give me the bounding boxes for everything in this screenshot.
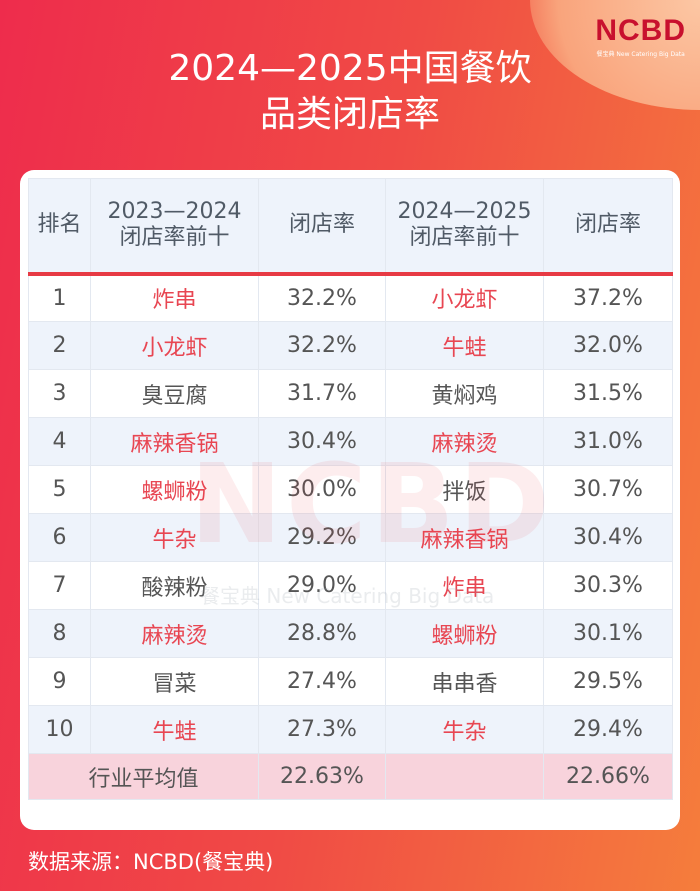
- table-row: 4 麻辣香锅 30.4% 麻辣烫 31.0%: [28, 417, 673, 466]
- rate-2024-cell: 30.4%: [258, 417, 386, 466]
- rate-2024-cell: 30.0%: [258, 465, 386, 514]
- rate-2024-cell: 27.4%: [258, 657, 386, 706]
- ncbd-logo: NCBD 餐宝典 New Catering Big Data: [595, 14, 686, 58]
- category-2025-cell: 螺蛳粉: [385, 609, 544, 658]
- header-2023-2024-top10: 2023—2024 闭店率前十: [90, 178, 259, 274]
- rate-2025-cell: 30.1%: [543, 609, 673, 658]
- category-2024-cell: 麻辣烫: [90, 609, 259, 658]
- table-row: 5 螺蛳粉 30.0% 拌饭 30.7%: [28, 465, 673, 514]
- rate-2024-cell: 31.7%: [258, 369, 386, 418]
- rate-2024-cell: 32.2%: [258, 273, 386, 322]
- header-rank: 排名: [28, 178, 91, 274]
- category-2025-cell: 麻辣香锅: [385, 513, 544, 562]
- rank-cell: 7: [28, 561, 91, 610]
- category-2024-cell: 牛杂: [90, 513, 259, 562]
- rate-2025-cell: 29.4%: [543, 705, 673, 754]
- rate-2025-cell: 30.3%: [543, 561, 673, 610]
- header-2024-2025-line2: 闭店率前十: [409, 225, 520, 251]
- category-2024-cell: 螺蛳粉: [90, 465, 259, 514]
- header-rate-2024: 闭店率: [258, 178, 386, 274]
- rank-cell: 4: [28, 417, 91, 466]
- page-title: 2024—2025中国餐饮 品类闭店率: [0, 46, 700, 138]
- category-2024-cell: 炸串: [90, 273, 259, 322]
- rate-2025-cell: 30.4%: [543, 513, 673, 562]
- rate-2025-cell: 30.7%: [543, 465, 673, 514]
- rank-cell: 6: [28, 513, 91, 562]
- category-2025-cell: 拌饭: [385, 465, 544, 514]
- header-2023-2024-line1: 2023—2024: [107, 199, 242, 225]
- table-row: 6 牛杂 29.2% 麻辣香锅 30.4%: [28, 513, 673, 562]
- average-empty: [385, 753, 544, 800]
- table-row: 7 酸辣粉 29.0% 炸串 30.3%: [28, 561, 673, 610]
- table-row: 1 炸串 32.2% 小龙虾 37.2%: [28, 273, 673, 322]
- table-row: 2 小龙虾 32.2% 牛蛙 32.0%: [28, 321, 673, 370]
- category-2025-cell: 串串香: [385, 657, 544, 706]
- category-2025-cell: 麻辣烫: [385, 417, 544, 466]
- average-2025: 22.66%: [543, 753, 673, 800]
- category-2024-cell: 牛蛙: [90, 705, 259, 754]
- average-label: 行业平均值: [28, 753, 259, 800]
- category-2025-cell: 黄焖鸡: [385, 369, 544, 418]
- table-row: 10 牛蛙 27.3% 牛杂 29.4%: [28, 705, 673, 754]
- rank-cell: 9: [28, 657, 91, 706]
- rate-2025-cell: 31.5%: [543, 369, 673, 418]
- table-row: 3 臭豆腐 31.7% 黄焖鸡 31.5%: [28, 369, 673, 418]
- table-header-row: 排名 2023—2024 闭店率前十 闭店率 2024—2025 闭店率前十 闭店率: [28, 178, 673, 274]
- category-2024-cell: 酸辣粉: [90, 561, 259, 610]
- logo-text: NCBD: [595, 14, 686, 47]
- header-2024-2025-line1: 2024—2025: [397, 199, 532, 225]
- category-2025-cell: 牛杂: [385, 705, 544, 754]
- rank-cell: 3: [28, 369, 91, 418]
- table-row: 8 麻辣烫 28.8% 螺蛳粉 30.1%: [28, 609, 673, 658]
- rate-2024-cell: 29.2%: [258, 513, 386, 562]
- rank-cell: 5: [28, 465, 91, 514]
- header-2024-2025-top10: 2024—2025 闭店率前十: [385, 178, 544, 274]
- table-row: 9 冒菜 27.4% 串串香 29.5%: [28, 657, 673, 706]
- title-line-1: 2024—2025中国餐饮: [168, 48, 532, 89]
- average-2024: 22.63%: [258, 753, 386, 800]
- rank-cell: 10: [28, 705, 91, 754]
- data-source: 数据来源：NCBD(餐宝典): [28, 850, 274, 874]
- header-2023-2024-line2: 闭店率前十: [119, 225, 230, 251]
- rank-cell: 2: [28, 321, 91, 370]
- category-2024-cell: 小龙虾: [90, 321, 259, 370]
- closure-rate-table: 排名 2023—2024 闭店率前十 闭店率 2024—2025 闭店率前十 闭店率…: [28, 178, 673, 800]
- category-2025-cell: 小龙虾: [385, 273, 544, 322]
- logo-subtitle: 餐宝典 New Catering Big Data: [596, 51, 685, 58]
- rate-2024-cell: 27.3%: [258, 705, 386, 754]
- rate-2024-cell: 32.2%: [258, 321, 386, 370]
- rank-cell: 8: [28, 609, 91, 658]
- rate-2025-cell: 32.0%: [543, 321, 673, 370]
- rate-2024-cell: 28.8%: [258, 609, 386, 658]
- table-card: 排名 2023—2024 闭店率前十 闭店率 2024—2025 闭店率前十 闭店率…: [20, 170, 680, 830]
- category-2024-cell: 麻辣香锅: [90, 417, 259, 466]
- industry-average-row: 行业平均值 22.63% 22.66%: [28, 753, 673, 800]
- header-rate-2025: 闭店率: [543, 178, 673, 274]
- rate-2025-cell: 31.0%: [543, 417, 673, 466]
- category-2024-cell: 冒菜: [90, 657, 259, 706]
- category-2025-cell: 牛蛙: [385, 321, 544, 370]
- rate-2025-cell: 37.2%: [543, 273, 673, 322]
- category-2024-cell: 臭豆腐: [90, 369, 259, 418]
- category-2025-cell: 炸串: [385, 561, 544, 610]
- title-line-2: 品类闭店率: [259, 94, 440, 135]
- rate-2025-cell: 29.5%: [543, 657, 673, 706]
- rate-2024-cell: 29.0%: [258, 561, 386, 610]
- rank-cell: 1: [28, 273, 91, 322]
